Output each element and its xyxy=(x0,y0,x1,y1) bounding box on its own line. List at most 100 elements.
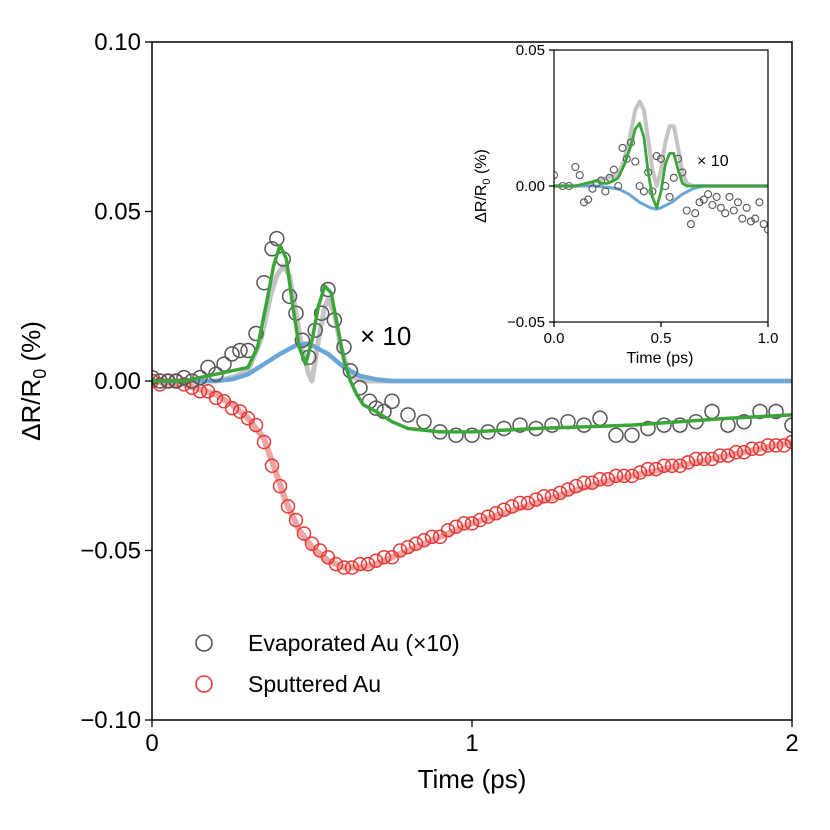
main-y-tick-label: 0.00 xyxy=(94,368,141,395)
inset-y-tick-label: −0.05 xyxy=(507,314,545,331)
sputtered-au-point xyxy=(496,502,512,518)
inset-x-tick-label: 0.0 xyxy=(544,330,565,347)
sputtered-au-point xyxy=(680,455,696,470)
inset-y-tick-labels: −0.05 0.00 0.05 xyxy=(507,42,545,331)
inset-evaporated-au-point xyxy=(631,157,640,166)
evaporated-au-point xyxy=(464,427,480,443)
inset-x-axis-label: Time (ps) xyxy=(627,350,694,367)
sputtered-au-point xyxy=(624,468,640,484)
inset-evaporated-au-point xyxy=(575,171,584,180)
inset-evaporated-au-point xyxy=(699,195,708,204)
main-x-axis-label: Time (ps) xyxy=(418,764,527,794)
inset-evaporated-au-point xyxy=(729,206,738,215)
sputtered-au-point xyxy=(544,489,560,504)
evaporated-au-point xyxy=(416,413,432,430)
legend: Evaporated Au (×10) Sputtered Au xyxy=(195,630,460,697)
inset-x10-annotation: × 10 xyxy=(697,153,729,170)
sputtered-au-point xyxy=(408,536,424,551)
main-x-tick-label: 2 xyxy=(785,730,798,757)
sputtered-au-point xyxy=(568,478,584,494)
sputtered-au-point xyxy=(688,451,704,467)
inset-evaporated-au-point xyxy=(704,190,713,199)
inset-evaporated-au-point xyxy=(695,198,704,207)
sputtered-au-point xyxy=(760,438,776,453)
sputtered-au-point xyxy=(328,556,344,572)
sputtered-au-point xyxy=(248,417,264,433)
inset-x-tick-labels: 0.0 0.5 1.0 xyxy=(544,330,779,347)
evaporated-au-point xyxy=(248,325,264,342)
inset-y-axis-label-base: ΔR/R xyxy=(473,185,490,223)
evaporated-au-point xyxy=(176,369,192,386)
sputtered-au-point xyxy=(768,438,784,453)
sputtered-au-point xyxy=(648,461,664,477)
sputtered-au-point xyxy=(752,441,768,457)
sputtered-au-point xyxy=(264,458,280,474)
main-red-fit-line xyxy=(152,378,792,571)
evaporated-au-point xyxy=(216,356,232,372)
sputtered-au-point xyxy=(296,526,312,541)
inset-evaporated-au-point xyxy=(746,217,755,226)
sputtered-au-point xyxy=(288,512,304,528)
evaporated-au-point xyxy=(269,230,285,247)
inset-plot-area xyxy=(554,99,768,234)
sputtered-au-point xyxy=(720,448,736,463)
sputtered-au-point xyxy=(400,539,416,555)
main-tick-marks xyxy=(145,41,793,727)
sputtered-au-point xyxy=(608,468,624,484)
main-x-tick-label: 1 xyxy=(465,730,478,757)
sputtered-au-point xyxy=(512,495,528,511)
sputtered-au-point xyxy=(424,529,440,545)
inset-evaporated-au-point xyxy=(708,200,717,210)
sputtered-au-point xyxy=(520,495,536,511)
inset-evaporated-au-point xyxy=(579,198,589,207)
sputtered-au-point xyxy=(360,556,376,572)
legend-label-evaporated: Evaporated Au (×10) xyxy=(248,630,460,656)
inset-x-tick-label: 0.5 xyxy=(651,330,672,347)
evaporated-au-point xyxy=(608,427,624,443)
sputtered-au-point xyxy=(600,472,616,487)
sputtered-au-point xyxy=(488,505,504,521)
inset-evaporated-au-point xyxy=(742,203,751,212)
sputtered-au-point xyxy=(536,489,552,504)
inset-evaporated-au-point xyxy=(691,209,700,218)
legend-marker-sputtered xyxy=(195,675,213,693)
sputtered-au-point xyxy=(504,499,520,514)
legend-label-sputtered: Sputtered Au xyxy=(248,671,381,697)
sputtered-au-point xyxy=(416,533,432,548)
sputtered-au-point xyxy=(464,516,480,531)
inset-evaporated-au-point xyxy=(755,198,764,207)
inset-evaporated-au-point xyxy=(725,192,734,201)
inset-evaporated-au-point xyxy=(721,209,730,218)
legend-marker-evaporated xyxy=(195,634,213,652)
sputtered-au-point xyxy=(576,475,592,490)
inset-evaporated-au-point xyxy=(656,154,666,163)
evaporated-au-point xyxy=(232,342,248,359)
inset-evaporated-au-point xyxy=(618,143,627,152)
inset-y-tick-label: 0.05 xyxy=(516,42,545,59)
inset-evaporated-au-point xyxy=(554,171,559,180)
sputtered-au-point xyxy=(256,434,272,450)
main-blue-fit-line xyxy=(152,341,792,384)
sputtered-au-point xyxy=(640,461,656,477)
inset-evaporated-au-point xyxy=(738,214,747,223)
sputtered-au-point xyxy=(352,556,368,572)
main-green-fit-line xyxy=(152,243,792,434)
main-y-tick-label: 0.10 xyxy=(94,29,141,56)
sputtered-au-point xyxy=(272,478,288,494)
sputtered-au-point xyxy=(280,499,296,514)
main-y-tick-label: 0.05 xyxy=(94,199,141,226)
inset-evaporated-au-point xyxy=(639,187,648,196)
inset-gray-fit-line xyxy=(554,99,768,188)
evaporated-au-point xyxy=(656,417,672,433)
evaporated-au-point xyxy=(294,332,311,349)
evaporated-au-point xyxy=(672,417,688,433)
sputtered-au-point xyxy=(208,390,224,406)
main-y-axis-label-subscript: 0 xyxy=(30,369,50,379)
inset-evaporated-au-point xyxy=(763,225,768,234)
sputtered-au-point xyxy=(744,441,760,457)
evaporated-au-point xyxy=(624,427,640,443)
sputtered-au-point xyxy=(728,444,744,460)
inset-evaporated-au-point xyxy=(686,220,696,229)
main-plot-area xyxy=(152,230,792,575)
sputtered-au-point xyxy=(712,448,728,463)
